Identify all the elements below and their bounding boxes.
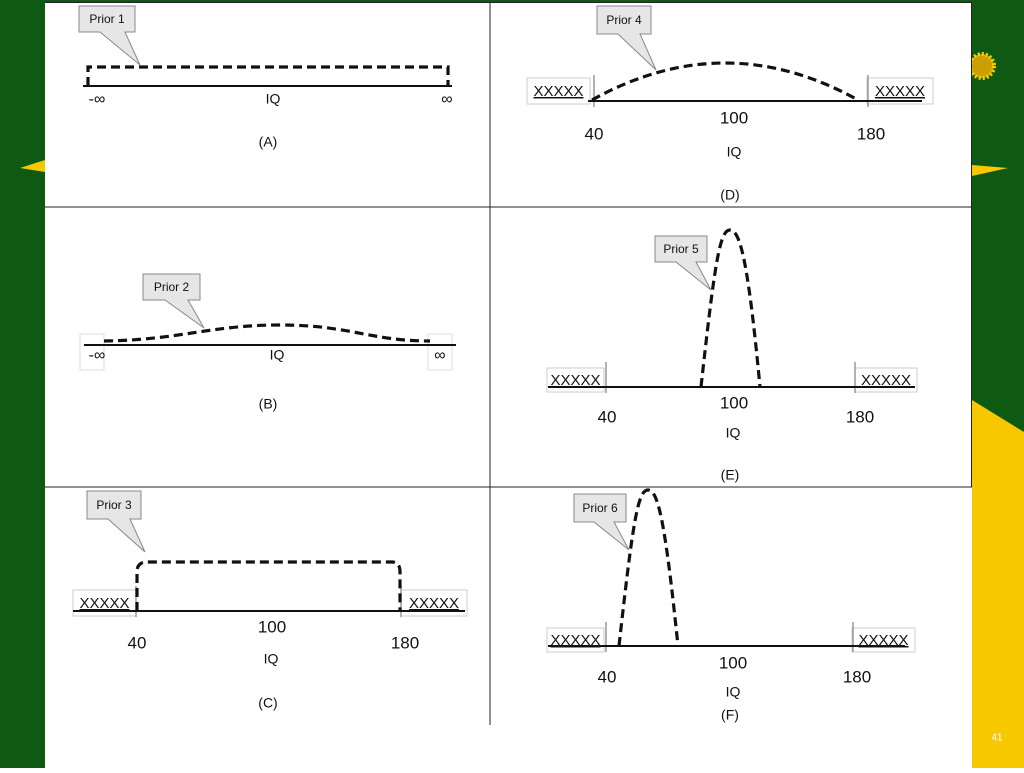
prior-curve xyxy=(699,228,762,388)
exclusion-box xyxy=(866,77,934,105)
panel-caption: (F) xyxy=(721,707,739,723)
prior-curve xyxy=(617,488,680,647)
callout-label: Prior 4 xyxy=(606,13,642,27)
exclusion-label: XXXXX xyxy=(550,632,600,649)
panel-caption: (B) xyxy=(259,396,278,412)
decoration xyxy=(20,160,45,172)
axis-label: IQ xyxy=(266,91,281,107)
exclusion-box xyxy=(546,627,605,653)
tick-label: 40 xyxy=(585,124,604,143)
prior-curve xyxy=(103,323,431,343)
tick-label: 180 xyxy=(846,407,874,426)
callout xyxy=(86,490,146,553)
content-area xyxy=(45,2,972,768)
axis-label: IQ xyxy=(270,347,285,363)
tick-label: 40 xyxy=(598,407,617,426)
axis-end-label: -∞ xyxy=(89,91,106,108)
tick-label: 180 xyxy=(857,124,885,143)
tick-label: 40 xyxy=(598,667,617,686)
axis-label: IQ xyxy=(726,425,741,441)
panel: -∞ ∞ IQ (B) Prior 2 xyxy=(79,273,456,412)
callout-label: Prior 2 xyxy=(154,280,190,294)
tick-label: 100 xyxy=(720,393,748,412)
panel-caption: (E) xyxy=(721,467,740,483)
callout xyxy=(596,5,657,71)
slide-number: 41 xyxy=(991,733,1003,744)
callout-label: Prior 5 xyxy=(663,242,699,256)
exclusion-label: XXXXX xyxy=(858,632,908,649)
axis-label: IQ xyxy=(726,684,741,700)
prior-curve xyxy=(135,560,402,611)
exclusion-label: XXXXX xyxy=(533,83,583,100)
callout xyxy=(142,273,205,329)
panel: XXXXX XXXXX 40 100 180 IQ (C) Prior 3 xyxy=(72,490,468,711)
axis-end-label: -∞ xyxy=(89,347,106,364)
tick-label: 100 xyxy=(720,108,748,127)
tick-label: 100 xyxy=(719,653,747,672)
axis-label: IQ xyxy=(264,651,279,667)
panel: -∞ ∞ IQ (A) Prior 1 xyxy=(78,5,453,150)
panel-caption: (C) xyxy=(258,695,277,711)
emblem xyxy=(968,52,996,80)
exclusion-label: XXXXX xyxy=(550,372,600,389)
tick-label: 40 xyxy=(128,633,147,652)
callout-label: Prior 3 xyxy=(96,498,132,512)
exclusion-label: XXXXX xyxy=(79,595,129,612)
panel-grid xyxy=(45,2,972,725)
decoration xyxy=(972,165,1008,176)
panel: XXXXX XXXXX 40 100 180 IQ (E) Prior 5 xyxy=(546,228,918,483)
callout-label: Prior 6 xyxy=(582,501,618,515)
label-box xyxy=(79,333,105,371)
axis-end-label: ∞ xyxy=(441,91,452,108)
exclusion-label: XXXXX xyxy=(875,83,925,100)
callout-label: Prior 1 xyxy=(89,12,125,26)
tick-label: 180 xyxy=(391,633,419,652)
exclusion-label: XXXXX xyxy=(861,372,911,389)
prior-curve xyxy=(591,61,859,102)
axis-end-label: ∞ xyxy=(434,347,445,364)
label-box xyxy=(427,333,453,371)
exclusion-box xyxy=(526,77,591,105)
exclusion-box xyxy=(851,627,916,653)
panel: XXXXX XXXXX 40 100 180 IQ (D) Prior 4 xyxy=(526,5,934,203)
callout xyxy=(78,5,141,66)
panel-caption: (A) xyxy=(259,134,278,150)
tick-label: 180 xyxy=(843,667,871,686)
decoration xyxy=(972,400,1024,768)
callout xyxy=(654,235,712,291)
prior-curve xyxy=(86,65,450,86)
callout xyxy=(573,493,630,551)
axis-label: IQ xyxy=(727,144,742,160)
panel-caption: (D) xyxy=(720,187,739,203)
panel: XXXXX XXXXX 40 100 180 IQ (F) Prior 6 xyxy=(546,488,916,723)
tick-label: 100 xyxy=(258,617,286,636)
exclusion-label: XXXXX xyxy=(409,595,459,612)
